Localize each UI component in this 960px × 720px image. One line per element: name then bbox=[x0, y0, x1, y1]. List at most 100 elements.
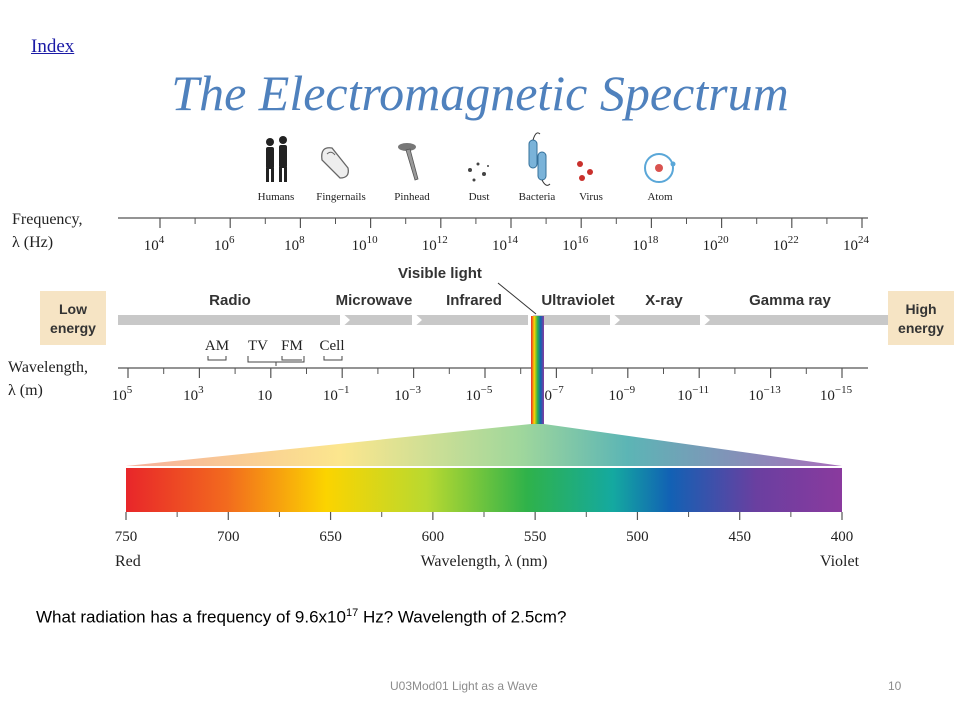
frequency-tick-labels: 104 106 108 1010 1012 1014 1016 1018 1020 1022 102… bbox=[144, 234, 870, 254]
visible-nm-tick-label: 700 bbox=[217, 529, 240, 545]
wavelength-tick-label: 10 bbox=[257, 388, 272, 404]
wavelength-tick-label: 10−15 bbox=[820, 384, 853, 404]
visible-light-fan bbox=[126, 424, 842, 466]
frequency-tick-label: 104 bbox=[144, 234, 165, 254]
slide-title: The Electromagnetic Spectrum bbox=[171, 65, 789, 121]
frequency-tick-label: 1020 bbox=[703, 234, 730, 254]
radio-sub-am: AM bbox=[205, 338, 229, 354]
frequency-tick-exponent: 12 bbox=[437, 234, 448, 246]
wavelength-tick-label: 10−11 bbox=[677, 384, 709, 404]
high-energy-box: High energy bbox=[888, 291, 954, 345]
visible-nm-tick-label: 550 bbox=[524, 529, 547, 545]
wavelength-tick-exponent: 5 bbox=[127, 384, 133, 396]
wavelength-tick-base: 10 bbox=[608, 388, 623, 404]
wavelength-tick-base: 10 bbox=[323, 388, 338, 404]
wavelength-tick-labels: 105 103 10 10−1 10−3 10−5 10−7 10−9 10−11 10−13 10… bbox=[112, 384, 853, 404]
wavelength-tick-exponent: −1 bbox=[338, 384, 350, 396]
frequency-tick-label: 1012 bbox=[422, 234, 448, 254]
frequency-tick-label: 1022 bbox=[773, 234, 799, 254]
visible-red-label: Red bbox=[115, 553, 141, 570]
visible-nm-tick-label: 650 bbox=[319, 529, 342, 545]
virus-icon bbox=[577, 161, 593, 181]
spectrum-band-bar bbox=[118, 315, 888, 325]
dust-icon bbox=[468, 162, 489, 182]
object-label-virus: Virus bbox=[579, 191, 603, 203]
wavelength-tick-label: 105 bbox=[112, 384, 133, 404]
wavelength-axis-label-line1: Wavelength, bbox=[8, 359, 88, 376]
object-label-pinhead: Pinhead bbox=[394, 191, 430, 203]
bacteria-icon bbox=[528, 132, 551, 186]
frequency-tick-base: 10 bbox=[843, 238, 858, 254]
frequency-tick-base: 10 bbox=[773, 238, 788, 254]
humans-icon bbox=[266, 136, 287, 182]
frequency-tick-label: 1018 bbox=[632, 234, 659, 254]
wavelength-tick-label: 10−13 bbox=[748, 384, 781, 404]
object-label-dust: Dust bbox=[469, 191, 490, 203]
radio-sub-tv: TV bbox=[248, 338, 268, 354]
frequency-tick-base: 10 bbox=[703, 238, 718, 254]
wavelength-tick-exponent: −5 bbox=[481, 384, 493, 396]
wavelength-tick-base: 10 bbox=[257, 388, 272, 404]
band-label-infrared: Infrared bbox=[446, 292, 502, 309]
band-label-ultraviolet: Ultraviolet bbox=[541, 292, 614, 309]
frequency-tick-label: 108 bbox=[284, 234, 305, 254]
frequency-tick-exponent: 24 bbox=[858, 234, 870, 246]
index-link[interactable]: Index bbox=[31, 36, 75, 57]
visible-nm-tick-labels: 750 700 650 600 550 500 450 400 bbox=[115, 529, 854, 545]
wavelength-tick-exponent: −3 bbox=[409, 384, 421, 396]
frequency-axis-label-line1: Frequency, bbox=[12, 211, 83, 228]
frequency-tick-base: 10 bbox=[422, 238, 437, 254]
low-energy-label-line2: energy bbox=[50, 320, 96, 336]
frequency-tick-base: 10 bbox=[352, 238, 367, 254]
band-label-microwave: Microwave bbox=[336, 292, 413, 309]
question-part2: Hz? Wavelength of 2.5cm? bbox=[358, 607, 567, 627]
fingernail-icon bbox=[321, 147, 349, 179]
question-exponent: 17 bbox=[345, 607, 359, 619]
pinhead-icon bbox=[398, 143, 419, 181]
frequency-tick-base: 10 bbox=[632, 238, 647, 254]
frequency-tick-label: 106 bbox=[214, 234, 235, 254]
frequency-tick-exponent: 4 bbox=[159, 234, 165, 246]
frequency-ticks bbox=[159, 218, 863, 228]
low-energy-label-line1: Low bbox=[59, 301, 87, 317]
wavelength-tick-exponent: −7 bbox=[552, 384, 564, 396]
object-label-humans: Humans bbox=[258, 191, 295, 203]
size-objects-row: Humans Fingernails Pinhead Dust Bacteria… bbox=[258, 132, 676, 203]
high-energy-label-line1: High bbox=[905, 301, 936, 317]
frequency-tick-exponent: 20 bbox=[718, 234, 730, 246]
visible-spectrum-bar bbox=[126, 468, 842, 512]
wavelength-tick-base: 10 bbox=[183, 388, 198, 404]
visible-nm-ticks bbox=[125, 512, 843, 520]
wavelength-ticks bbox=[127, 368, 843, 378]
frequency-tick-base: 10 bbox=[562, 238, 577, 254]
frequency-tick-label: 1014 bbox=[492, 234, 519, 254]
visible-nm-tick-label: 500 bbox=[626, 529, 649, 545]
wavelength-tick-label: 10−1 bbox=[323, 384, 350, 404]
frequency-tick-label: 1016 bbox=[562, 234, 589, 254]
visible-nm-tick-label: 450 bbox=[728, 529, 751, 545]
wavelength-tick-base: 10 bbox=[677, 388, 692, 404]
frequency-tick-exponent: 16 bbox=[577, 234, 589, 246]
visible-violet-label: Violet bbox=[820, 553, 860, 570]
frequency-tick-label: 1024 bbox=[843, 234, 870, 254]
frequency-tick-base: 10 bbox=[214, 238, 229, 254]
wavelength-tick-exponent: −15 bbox=[835, 384, 853, 396]
atom-icon bbox=[644, 153, 676, 183]
low-energy-box: Low energy bbox=[40, 291, 106, 345]
question-part1: What radiation has a frequency of 9.6x10 bbox=[36, 607, 346, 627]
wavelength-tick-label: 103 bbox=[183, 384, 204, 404]
band-label-radio: Radio bbox=[209, 292, 251, 309]
visible-nm-tick-label: 750 bbox=[115, 529, 138, 545]
frequency-tick-base: 10 bbox=[144, 238, 159, 254]
wavelength-tick-base: 10 bbox=[748, 388, 763, 404]
radio-sub-cell: Cell bbox=[320, 338, 345, 354]
wavelength-tick-label: 10−3 bbox=[394, 384, 421, 404]
wavelength-tick-base: 10 bbox=[466, 388, 481, 404]
wavelength-tick-exponent: −9 bbox=[623, 384, 635, 396]
frequency-tick-base: 10 bbox=[492, 238, 507, 254]
frequency-tick-exponent: 10 bbox=[367, 234, 379, 246]
wavelength-tick-exponent: 3 bbox=[198, 384, 204, 396]
band-label-gamma-ray: Gamma ray bbox=[749, 292, 831, 309]
object-label-fingernails: Fingernails bbox=[316, 191, 366, 203]
